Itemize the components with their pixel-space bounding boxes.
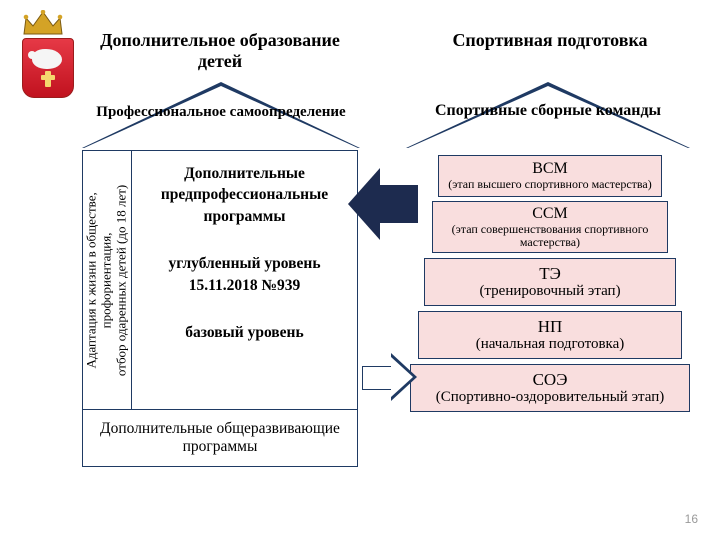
left-main-block: Дополнительные предпрофессиональные прог…: [132, 151, 357, 409]
left-column-title: Дополнительное образование детей: [90, 30, 350, 71]
cross-icon: [45, 71, 51, 87]
stage-desc: (начальная подготовка): [419, 336, 681, 353]
left-house-body: Адаптация к жизни в обществе,профориента…: [82, 150, 358, 467]
stage-СОЭ: СОЭ(Спортивно-оздоровительный этап): [410, 364, 690, 412]
bear-icon: [32, 49, 62, 69]
stage-НП: НП(начальная подготовка): [418, 311, 682, 359]
left-side-text: Адаптация к жизни в обществе,профориента…: [85, 184, 130, 375]
stage-desc: (тренировочный этап): [425, 283, 675, 300]
stage-ТЭ: ТЭ(тренировочный этап): [424, 258, 676, 306]
stage-desc: (этап высшего спортивного мастерства): [439, 178, 661, 191]
arrow-right-icon: [362, 353, 418, 401]
stage-desc: (этап совершенствования спортивного маст…: [433, 223, 667, 250]
right-column-title: Спортивная подготовка: [430, 30, 670, 51]
right-roof-label: Спортивные сборные команды: [406, 102, 690, 120]
stage-abbr: НП: [419, 317, 681, 336]
stage-abbr: СОЭ: [411, 370, 689, 389]
left-roof: Профессиональное самоопределение: [82, 82, 360, 148]
stage-desc: (Спортивно-оздоровительный этап): [411, 389, 689, 406]
stage-abbr: ТЭ: [425, 264, 675, 283]
main-line3: 15.11.2018 №939: [142, 275, 347, 296]
left-bottom-block: Дополнительные общеразвивающие программы: [83, 410, 357, 466]
left-roof-label: Профессиональное самоопределение: [82, 104, 360, 121]
stage-ССМ: ССМ(этап совершенствования спортивного м…: [432, 201, 668, 253]
right-roof: Спортивные сборные команды: [406, 82, 690, 148]
shield-icon: [22, 38, 74, 98]
main-line2: углубленный уровень: [142, 253, 347, 274]
main-line1: Дополнительные предпрофессиональные прог…: [142, 163, 347, 227]
region-emblem: [22, 10, 74, 98]
crown-icon: [22, 10, 64, 36]
main-line4: базовый уровень: [142, 322, 347, 343]
left-side-column: Адаптация к жизни в обществе,профориента…: [83, 151, 132, 409]
stage-abbr: ВСМ: [439, 160, 661, 178]
page-number: 16: [685, 512, 698, 526]
arrow-left-icon: [348, 168, 418, 240]
stage-abbr: ССМ: [433, 205, 667, 223]
stage-ВСМ: ВСМ(этап высшего спортивного мастерства): [438, 155, 662, 197]
